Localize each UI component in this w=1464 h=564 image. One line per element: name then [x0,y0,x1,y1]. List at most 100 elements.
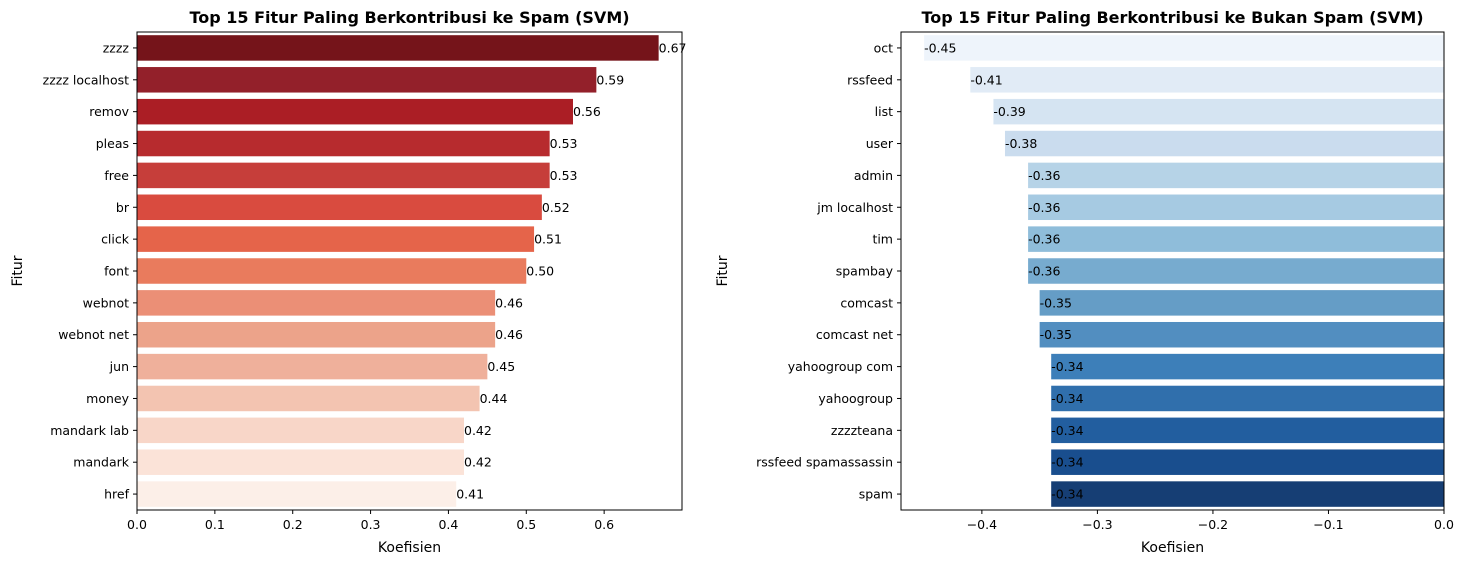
x-tick-label: −0.2 [1198,517,1228,532]
data-label: -0.36 [1028,264,1060,279]
y-tick-label: font [104,264,129,279]
y-tick-labels: oct rssfeed list user admin jm localhost tim sp… [756,40,901,502]
y-tick-label: rssfeed spamassassin [756,455,893,470]
x-tick-label: 0.0 [127,517,147,532]
y-tick-label: webnot [83,295,129,310]
x-tick-label: 0.2 [283,517,303,532]
bar [970,67,1444,93]
data-label: 0.59 [596,72,624,87]
data-label: -0.34 [1051,455,1083,470]
data-label: -0.36 [1028,232,1060,247]
plot-frame [900,31,1445,511]
bar [137,98,573,125]
y-tick-label: remov [89,104,129,119]
data-label: -0.34 [1051,359,1083,374]
y-tick-label: user [866,136,894,151]
x-axis-label: Koefisien [378,540,441,556]
bar [137,385,480,412]
x-tick-label: −0.1 [1313,517,1343,532]
y-tick-labels: zzzz zzzz localhost remov pleas free br click f… [43,40,137,502]
data-label: 0.41 [456,487,484,502]
data-label: 0.67 [659,40,687,55]
bar [1039,321,1444,348]
bar [1028,258,1444,284]
bars [137,35,659,507]
y-tick-label: admin [854,168,893,183]
data-labels: 0.67 0.59 0.56 0.53 0.53 0.52 0.51 0.50 0.46 0.46… [456,40,686,501]
bar [924,35,1444,61]
data-label: -0.35 [1040,327,1072,342]
data-label: 0.53 [550,168,578,183]
chart-title: Top 15 Fitur Paling Berkontribusi ke Buk… [921,8,1423,27]
y-tick-label: webnot net [58,327,129,342]
y-tick-label: tim [872,232,893,247]
not-spam-chart: Top 15 Fitur Paling Berkontribusi ke Buk… [715,8,1454,556]
x-tick-label: 0.1 [205,517,225,532]
bar [1051,417,1444,444]
plot-frame [136,31,683,511]
y-tick-label: comcast net [816,327,893,342]
y-tick-label: money [86,391,129,406]
data-label: 0.53 [550,136,578,151]
bar [137,353,488,380]
data-label: 0.46 [495,295,523,310]
x-tick-label: −0.3 [1082,517,1112,532]
bar [137,321,496,348]
bar [137,162,550,189]
bar [137,290,496,316]
data-label: 0.56 [573,104,601,119]
y-tick-label: br [116,200,130,215]
y-tick-label: click [101,232,130,247]
data-label: 0.42 [464,423,492,438]
bar [1039,290,1444,316]
data-label: 0.44 [480,391,508,406]
bar [1051,353,1444,380]
bar [1028,226,1444,252]
y-tick-label: comcast [840,295,893,310]
y-tick-label: zzzzteana [831,423,893,438]
y-tick-label: rssfeed [847,72,893,87]
data-label: -0.34 [1051,487,1083,502]
y-tick-label: jun [109,359,129,374]
bar [137,449,464,475]
x-tick-label: 0.3 [361,517,381,532]
data-label: -0.34 [1051,423,1083,438]
bar [137,67,597,93]
bar [137,226,535,252]
x-tick-label: 0.0 [1434,517,1454,532]
y-tick-label: spam [859,487,893,502]
bar [137,417,464,444]
bars [924,35,1444,507]
y-tick-label: zzzz localhost [43,72,129,87]
data-label: -0.45 [924,40,956,55]
x-tick-label: 0.5 [516,517,536,532]
bar [137,35,659,61]
y-tick-label: mandark lab [50,423,129,438]
y-axis-label: Fitur [715,255,731,286]
bar [137,481,457,507]
bar [137,130,550,157]
x-ticks: −0.4 −0.3 −0.2 −0.1 0.0 [967,510,1454,532]
bar [1051,385,1444,412]
y-tick-label: oct [874,40,894,55]
bar [1028,162,1444,189]
y-tick-label: yahoogroup com [788,359,893,374]
y-tick-label: zzzz [103,40,130,55]
y-tick-label: yahoogroup [818,391,893,406]
x-tick-label: 0.4 [438,517,458,532]
y-tick-label: list [875,104,893,119]
data-label: 0.46 [495,327,523,342]
y-tick-label: mandark [73,455,129,470]
data-label: -0.36 [1028,168,1060,183]
data-label: 0.45 [487,359,515,374]
data-label: -0.35 [1040,295,1072,310]
data-label: 0.52 [542,200,570,215]
chart-title: Top 15 Fitur Paling Berkontribusi ke Spa… [189,8,629,27]
bar [1051,481,1444,507]
bar [1028,194,1444,221]
x-tick-label: −0.4 [967,517,997,532]
y-tick-label: pleas [96,136,129,151]
data-label: -0.38 [1005,136,1037,151]
x-tick-label: 0.6 [594,517,614,532]
bar [137,194,542,221]
